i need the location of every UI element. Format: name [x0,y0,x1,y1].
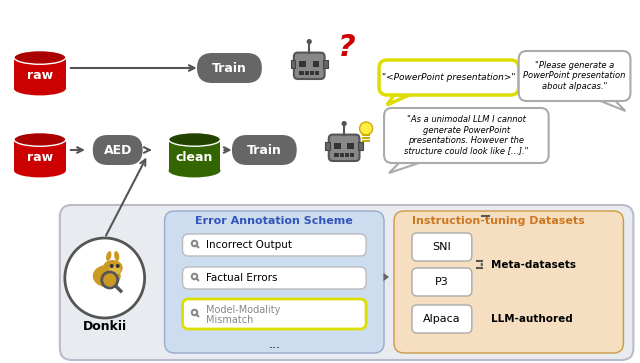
Ellipse shape [114,251,119,261]
Text: AED: AED [104,143,132,156]
FancyBboxPatch shape [329,135,360,161]
FancyBboxPatch shape [182,299,366,329]
Circle shape [65,238,145,318]
FancyBboxPatch shape [394,211,623,353]
Polygon shape [387,95,409,105]
Text: clean: clean [176,151,213,164]
Text: ...: ... [268,339,280,351]
FancyBboxPatch shape [182,234,366,256]
FancyBboxPatch shape [379,60,518,95]
Circle shape [109,264,114,268]
FancyBboxPatch shape [164,211,384,353]
Circle shape [360,122,372,135]
Bar [348,143,354,149]
Bar [358,142,363,150]
Bar [362,139,370,142]
Text: Mismatch: Mismatch [207,315,254,325]
Ellipse shape [14,82,66,95]
Text: Donkii: Donkii [83,319,127,333]
Text: P3: P3 [435,277,449,287]
Text: LLM-authored: LLM-authored [491,314,573,324]
Bar [291,60,295,68]
Text: Train: Train [212,61,247,74]
Text: SNI: SNI [433,242,451,252]
FancyBboxPatch shape [384,108,548,163]
Bar [300,61,306,67]
Text: Model-Modality: Model-Modality [207,305,281,315]
Bar [300,71,319,75]
FancyBboxPatch shape [294,53,324,79]
Polygon shape [389,163,419,173]
Text: ?: ? [339,33,356,62]
Text: Meta-datasets: Meta-datasets [491,260,576,269]
Bar [334,152,354,156]
Ellipse shape [14,164,66,178]
FancyBboxPatch shape [595,73,612,91]
FancyBboxPatch shape [93,135,143,165]
Ellipse shape [14,132,66,146]
Ellipse shape [109,265,121,275]
Text: "<PowerPoint presentation>": "<PowerPoint presentation>" [382,73,516,82]
Text: raw: raw [27,151,53,164]
Text: "Please generate a
PowerPoint presentation
about alpacas.": "Please generate a PowerPoint presentati… [524,61,626,91]
Ellipse shape [14,50,66,64]
Text: Alpaca: Alpaca [423,314,461,324]
Text: "As a unimodal LLM I cannot
generate PowerPoint
presentations. However the
struc: "As a unimodal LLM I cannot generate Pow… [404,115,529,156]
Polygon shape [600,101,625,111]
Bar [312,61,319,67]
Ellipse shape [168,164,220,178]
Circle shape [342,121,347,126]
Text: Incorrect Output: Incorrect Output [207,240,292,250]
Ellipse shape [103,260,123,276]
FancyBboxPatch shape [518,51,630,101]
FancyBboxPatch shape [168,139,220,171]
FancyBboxPatch shape [14,139,66,171]
Text: raw: raw [27,69,53,82]
Bar [323,60,328,68]
Bar [362,134,370,136]
FancyBboxPatch shape [182,267,366,289]
FancyBboxPatch shape [412,233,472,261]
Ellipse shape [168,132,220,146]
Bar [334,143,341,149]
Circle shape [116,264,120,268]
FancyBboxPatch shape [14,57,66,89]
FancyBboxPatch shape [412,305,472,333]
Bar [362,137,370,139]
Ellipse shape [93,265,121,287]
Circle shape [596,60,611,74]
Circle shape [307,39,312,44]
Text: Instruction-tuning Datasets: Instruction-tuning Datasets [412,216,585,226]
Text: Error Annotation Scheme: Error Annotation Scheme [195,216,353,226]
FancyBboxPatch shape [60,205,634,360]
Ellipse shape [106,251,111,261]
Text: Factual Errors: Factual Errors [207,273,278,283]
FancyBboxPatch shape [197,53,262,83]
Bar [326,142,330,150]
FancyBboxPatch shape [412,268,472,296]
FancyBboxPatch shape [232,135,297,165]
Text: Train: Train [247,143,282,156]
